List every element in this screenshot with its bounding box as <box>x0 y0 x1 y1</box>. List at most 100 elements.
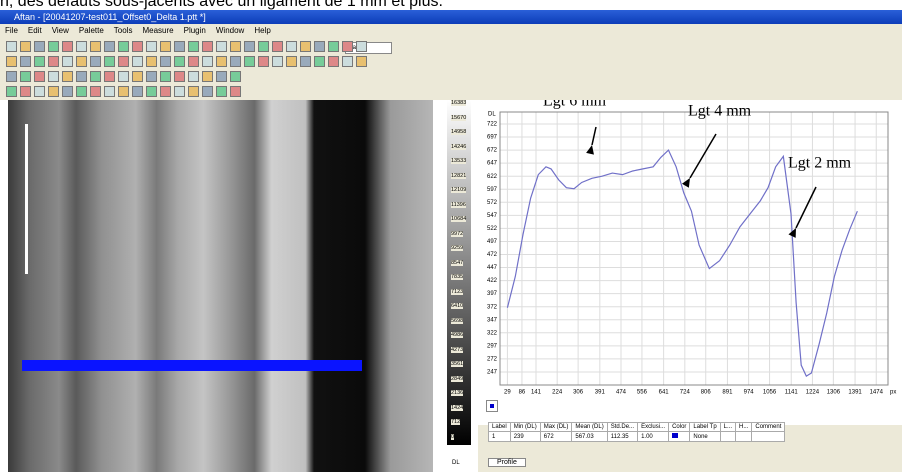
tool-icon[interactable] <box>328 56 339 67</box>
tool-icon[interactable] <box>48 41 59 52</box>
tool-icon[interactable] <box>230 86 241 97</box>
tool-icon[interactable] <box>202 86 213 97</box>
tool-icon[interactable] <box>6 41 17 52</box>
tool-icon[interactable] <box>230 71 241 82</box>
tool-icon[interactable] <box>244 56 255 67</box>
legend-box[interactable] <box>486 400 498 412</box>
tool-icon[interactable] <box>76 41 87 52</box>
menu-item[interactable]: Tools <box>114 26 133 35</box>
tool-icon[interactable] <box>272 41 283 52</box>
tool-icon[interactable] <box>160 41 171 52</box>
menu-item[interactable]: Palette <box>79 26 104 35</box>
menu-item[interactable]: Help <box>254 26 270 35</box>
tool-icon[interactable] <box>76 71 87 82</box>
menu-item[interactable]: Measure <box>142 26 173 35</box>
tool-icon[interactable] <box>104 56 115 67</box>
tool-icon[interactable] <box>188 86 199 97</box>
tool-icon[interactable] <box>342 56 353 67</box>
tool-icon[interactable] <box>62 41 73 52</box>
tool-icon[interactable] <box>20 86 31 97</box>
tool-icon[interactable] <box>62 86 73 97</box>
tool-icon[interactable] <box>216 41 227 52</box>
menu-item[interactable]: File <box>5 26 18 35</box>
tool-icon[interactable] <box>188 41 199 52</box>
tool-icon[interactable] <box>230 56 241 67</box>
profile-line[interactable] <box>22 360 362 371</box>
tool-icon[interactable] <box>244 41 255 52</box>
tool-icon[interactable] <box>104 41 115 52</box>
tool-icon[interactable] <box>286 56 297 67</box>
tool-icon[interactable] <box>90 86 101 97</box>
tool-icon[interactable] <box>118 56 129 67</box>
y-tick-label: 697 <box>487 135 498 141</box>
tool-icon[interactable] <box>118 86 129 97</box>
menu-item[interactable]: Plugin <box>184 26 206 35</box>
tool-icon[interactable] <box>48 86 59 97</box>
tool-icon[interactable] <box>258 41 269 52</box>
tool-icon[interactable] <box>216 71 227 82</box>
tool-icon[interactable] <box>118 41 129 52</box>
tool-icon[interactable] <box>216 86 227 97</box>
tool-icon[interactable] <box>342 41 353 52</box>
colorbar-label: 6410 <box>451 303 463 309</box>
tool-icon[interactable] <box>160 56 171 67</box>
tool-icon[interactable] <box>202 71 213 82</box>
menu-item[interactable]: View <box>52 26 69 35</box>
tool-icon[interactable] <box>104 86 115 97</box>
tool-icon[interactable] <box>174 86 185 97</box>
tool-icon[interactable] <box>356 56 367 67</box>
tool-icon[interactable] <box>258 56 269 67</box>
tool-icon[interactable] <box>76 86 87 97</box>
tool-icon[interactable] <box>62 56 73 67</box>
tool-icon[interactable] <box>300 56 311 67</box>
tool-icon[interactable] <box>132 71 143 82</box>
tool-icon[interactable] <box>6 86 17 97</box>
tool-icon[interactable] <box>160 86 171 97</box>
tool-icon[interactable] <box>314 56 325 67</box>
tab[interactable]: Profile <box>488 458 526 467</box>
tool-icon[interactable] <box>90 41 101 52</box>
tool-icon[interactable] <box>6 71 17 82</box>
tool-icon[interactable] <box>230 41 241 52</box>
tool-icon[interactable] <box>202 41 213 52</box>
tool-icon[interactable] <box>34 71 45 82</box>
tool-icon[interactable] <box>48 56 59 67</box>
menu-item[interactable]: Window <box>216 26 244 35</box>
tool-icon[interactable] <box>188 56 199 67</box>
tool-icon[interactable] <box>146 86 157 97</box>
tool-icon[interactable] <box>188 71 199 82</box>
tool-icon[interactable] <box>90 71 101 82</box>
tool-icon[interactable] <box>34 41 45 52</box>
tool-icon[interactable] <box>146 41 157 52</box>
tool-icon[interactable] <box>132 56 143 67</box>
tool-icon[interactable] <box>174 71 185 82</box>
tool-icon[interactable] <box>356 41 367 52</box>
tool-icon[interactable] <box>34 56 45 67</box>
tool-icon[interactable] <box>146 56 157 67</box>
tool-icon[interactable] <box>314 41 325 52</box>
tool-icon[interactable] <box>90 56 101 67</box>
tool-icon[interactable] <box>174 56 185 67</box>
tool-icon[interactable] <box>20 41 31 52</box>
tool-icon[interactable] <box>202 56 213 67</box>
menu-item[interactable]: Edit <box>28 26 42 35</box>
tool-icon[interactable] <box>272 56 283 67</box>
tool-icon[interactable] <box>300 41 311 52</box>
tool-icon[interactable] <box>132 86 143 97</box>
tool-icon[interactable] <box>286 41 297 52</box>
tool-icon[interactable] <box>34 86 45 97</box>
tool-icon[interactable] <box>160 71 171 82</box>
tool-icon[interactable] <box>174 41 185 52</box>
tool-icon[interactable] <box>48 71 59 82</box>
tool-icon[interactable] <box>104 71 115 82</box>
tool-icon[interactable] <box>6 56 17 67</box>
tool-icon[interactable] <box>62 71 73 82</box>
tool-icon[interactable] <box>20 71 31 82</box>
tool-icon[interactable] <box>146 71 157 82</box>
tool-icon[interactable] <box>76 56 87 67</box>
tool-icon[interactable] <box>20 56 31 67</box>
tool-icon[interactable] <box>118 71 129 82</box>
tool-icon[interactable] <box>216 56 227 67</box>
tool-icon[interactable] <box>132 41 143 52</box>
tool-icon[interactable] <box>328 41 339 52</box>
